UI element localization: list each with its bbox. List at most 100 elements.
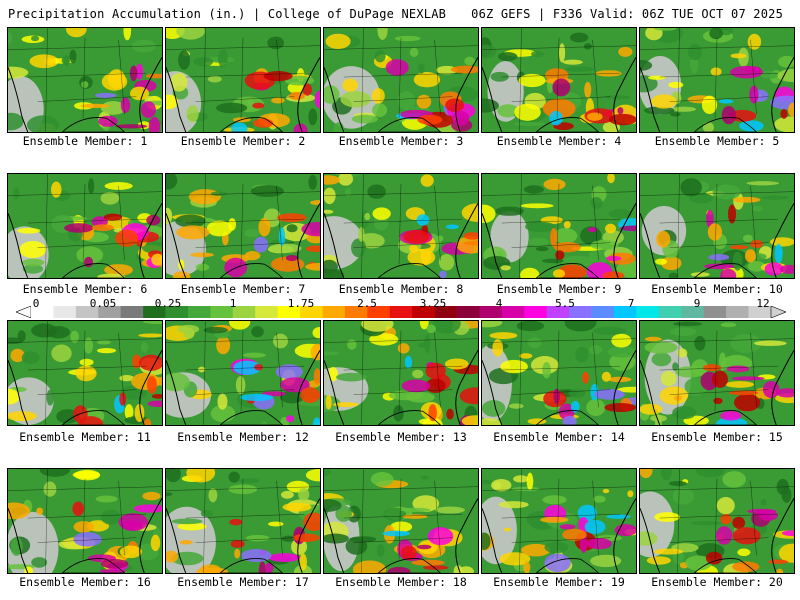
colorbar-swatch xyxy=(412,306,435,318)
colorbar-swatch xyxy=(524,306,548,318)
colorbar-swatch xyxy=(98,306,121,318)
ensemble-member-map xyxy=(481,173,637,279)
colorbar-tick-label: 1 xyxy=(229,297,237,310)
precip-field-map xyxy=(640,469,794,573)
colorbar-tick-label: 2.5 xyxy=(357,297,377,310)
colorbar-swatch xyxy=(210,306,234,318)
member-caption: Ensemble Member: 8 xyxy=(338,282,464,296)
colorbar-swatch xyxy=(681,306,705,318)
member-caption: Ensemble Member: 13 xyxy=(335,430,467,444)
colorbar-swatch xyxy=(703,306,727,318)
precip-field-map xyxy=(8,321,162,425)
ensemble-member-map xyxy=(323,468,479,574)
colorbar-swatch xyxy=(569,306,592,318)
colorbar-swatch xyxy=(367,306,391,318)
colorbar-min-arrow xyxy=(16,306,32,318)
member-caption: Ensemble Member: 14 xyxy=(493,430,625,444)
member-caption: Ensemble Member: 15 xyxy=(651,430,783,444)
precip-field-map xyxy=(640,321,794,425)
member-caption: Ensemble Member: 11 xyxy=(19,430,151,444)
precip-field-map xyxy=(8,469,162,573)
colorbar-swatch xyxy=(434,306,458,318)
colorbar-swatch xyxy=(546,306,570,318)
colorbar-swatch xyxy=(75,306,99,318)
colorbar-swatch xyxy=(636,306,660,318)
ensemble-member-map xyxy=(481,320,637,426)
ensemble-member-map xyxy=(7,320,163,426)
colorbar-swatch xyxy=(300,306,323,318)
member-caption: Ensemble Member: 4 xyxy=(496,134,622,148)
colorbar-swatch xyxy=(726,306,749,318)
ensemble-member-map xyxy=(165,468,321,574)
member-caption: Ensemble Member: 6 xyxy=(22,282,148,296)
colorbar-swatch xyxy=(53,306,77,318)
precip-field-map xyxy=(8,28,162,132)
member-caption: Ensemble Member: 20 xyxy=(651,575,783,589)
member-caption: Ensemble Member: 19 xyxy=(493,575,625,589)
ensemble-member-map xyxy=(165,173,321,279)
colorbar-swatch xyxy=(187,306,211,318)
member-caption: Ensemble Member: 3 xyxy=(338,134,464,148)
member-caption: Ensemble Member: 10 xyxy=(651,282,783,296)
member-caption: Ensemble Member: 7 xyxy=(180,282,306,296)
member-caption: Ensemble Member: 12 xyxy=(177,430,309,444)
colorbar-swatch xyxy=(389,306,413,318)
colorbar-swatch xyxy=(658,306,682,318)
precip-field-map xyxy=(482,469,636,573)
member-caption: Ensemble Member: 17 xyxy=(177,575,309,589)
colorbar-swatch xyxy=(748,306,772,318)
precip-field-map xyxy=(324,28,478,132)
colorbar-tick-label: 0.25 xyxy=(154,297,182,310)
colorbar-swatch xyxy=(322,306,346,318)
precip-field-map xyxy=(324,469,478,573)
ensemble-member-map xyxy=(639,468,795,574)
ensemble-member-map xyxy=(639,27,795,133)
colorbar-swatch xyxy=(614,306,637,318)
member-caption: Ensemble Member: 16 xyxy=(19,575,151,589)
colorbar-tick-label: 3.25 xyxy=(419,297,447,310)
precip-field-map xyxy=(640,28,794,132)
colorbar-tick-label: 0 xyxy=(32,297,40,310)
colorbar-tick-label: 4 xyxy=(495,297,503,310)
colorbar-swatch xyxy=(255,306,278,318)
ensemble-member-map xyxy=(323,320,479,426)
ensemble-member-map xyxy=(7,173,163,279)
map-title: Precipitation Accumulation (in.) | Colle… xyxy=(8,7,447,21)
ensemble-member-map xyxy=(639,320,795,426)
colorbar-tick-label: 1.75 xyxy=(287,297,315,310)
precip-field-map xyxy=(166,28,320,132)
ensemble-member-map xyxy=(639,173,795,279)
precip-field-map xyxy=(166,469,320,573)
precip-field-map xyxy=(482,321,636,425)
colorbar-swatch xyxy=(344,306,368,318)
ensemble-member-map xyxy=(323,173,479,279)
colorbar-swatch xyxy=(31,306,54,318)
ensemble-member-map xyxy=(165,27,321,133)
colorbar-tick-label: 5.5 xyxy=(555,297,575,310)
colorbar-swatch xyxy=(277,306,301,318)
colorbar-swatch xyxy=(457,306,480,318)
run-valid-time: 06Z GEFS | F336 Valid: 06Z TUE OCT 07 20… xyxy=(471,7,783,21)
precip-field-map xyxy=(166,321,320,425)
precip-colorbar xyxy=(16,306,786,318)
precip-field-map xyxy=(324,321,478,425)
ensemble-member-map xyxy=(165,320,321,426)
precip-field-map xyxy=(324,174,478,278)
ensemble-member-map xyxy=(7,468,163,574)
member-caption: Ensemble Member: 9 xyxy=(496,282,622,296)
colorbar-swatch xyxy=(143,306,166,318)
precip-field-map xyxy=(640,174,794,278)
colorbar-swatch xyxy=(232,306,256,318)
ensemble-member-map xyxy=(7,27,163,133)
colorbar-tick-label: 0.05 xyxy=(89,297,117,310)
colorbar-swatch xyxy=(591,306,615,318)
colorbar-swatch xyxy=(165,306,189,318)
colorbar-swatch xyxy=(120,306,144,318)
colorbar-tick-label: 7 xyxy=(627,297,635,310)
colorbar-swatch xyxy=(501,306,525,318)
ensemble-member-map xyxy=(323,27,479,133)
member-caption: Ensemble Member: 5 xyxy=(654,134,780,148)
colorbar-max-arrow xyxy=(770,306,786,318)
colorbar-tick-label: 9 xyxy=(693,297,701,310)
precip-field-map xyxy=(166,174,320,278)
